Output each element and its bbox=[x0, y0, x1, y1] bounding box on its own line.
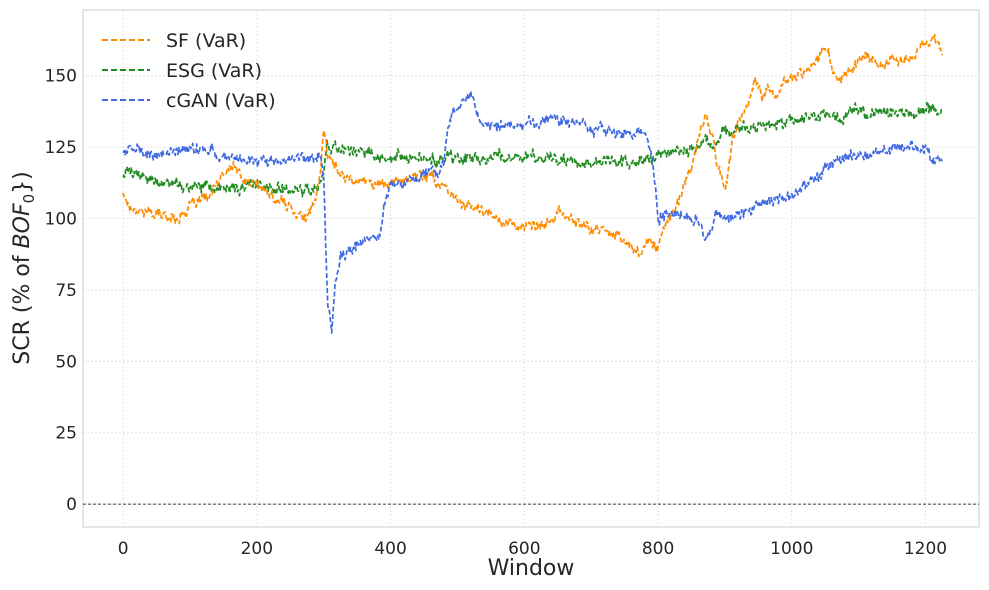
y-axis-label-variable: BOF bbox=[10, 203, 35, 248]
y-tick-label: 150 bbox=[45, 67, 77, 87]
y-axis-ticks: 0 25 50 75 100 125 150 bbox=[45, 67, 77, 515]
series-line bbox=[122, 101, 943, 198]
x-tick-label: 600 bbox=[508, 539, 540, 559]
legend-label: ESG (VaR) bbox=[166, 60, 262, 82]
x-tick-label: 1200 bbox=[904, 539, 947, 559]
legend-label: cGAN (VaR) bbox=[166, 90, 276, 112]
x-tick-label: 200 bbox=[241, 539, 273, 559]
x-tick-label: 400 bbox=[374, 539, 406, 559]
y-tick-label: 75 bbox=[55, 281, 77, 301]
grid bbox=[83, 10, 979, 527]
y-tick-label: 50 bbox=[55, 352, 77, 372]
y-tick-label: 0 bbox=[66, 495, 77, 515]
plot-frame bbox=[82, 9, 980, 528]
x-axis-label: Window bbox=[488, 556, 575, 581]
legend: SF (VaR) ESG (VaR) cGAN (VaR) bbox=[102, 30, 276, 112]
series-layer bbox=[122, 34, 944, 334]
y-tick-label: 100 bbox=[45, 210, 77, 230]
y-tick-label: 25 bbox=[55, 424, 77, 444]
y-axis-label: SCR (% of BOF0}) bbox=[10, 171, 38, 365]
series-line bbox=[122, 90, 943, 334]
series-line bbox=[122, 34, 944, 258]
x-tick-label: 800 bbox=[642, 539, 674, 559]
y-axis-label-prefix: SCR (% of bbox=[10, 248, 35, 364]
legend-label: SF (VaR) bbox=[166, 30, 246, 52]
y-axis-label-subscript: 0 bbox=[20, 194, 38, 204]
y-tick-label: 125 bbox=[45, 138, 77, 158]
y-axis-label-suffix: }) bbox=[10, 171, 35, 194]
x-tick-label: 0 bbox=[118, 539, 129, 559]
x-tick-label: 1000 bbox=[770, 539, 813, 559]
x-axis-ticks: 0 200 400 600 800 1000 1200 bbox=[118, 539, 947, 559]
